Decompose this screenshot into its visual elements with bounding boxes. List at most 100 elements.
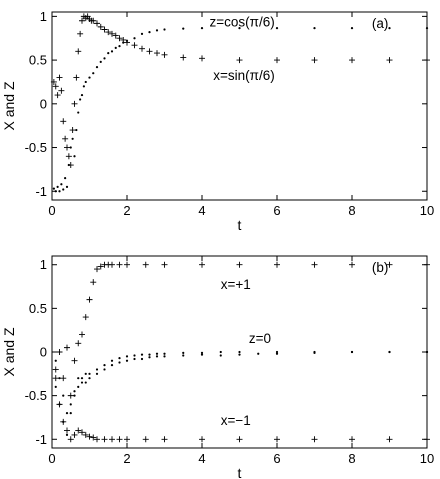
panel-b-series-3-dot-point [275, 352, 279, 355]
panel-b-series-1-plus-point [142, 261, 149, 268]
panel-a-series-2-plus-point [62, 135, 69, 142]
panel-a-series-2-plus-point [52, 83, 59, 90]
panel-b-series-4-dot-point [182, 351, 185, 354]
panel-b-series-2-plus-point [52, 375, 59, 382]
panel-a-series-2-plus-point [109, 30, 115, 37]
panel-a-ytick-label: 0.5 [29, 53, 47, 68]
panel-b-series-2-plus-point [64, 427, 70, 434]
panel-b-series-2-plus-point [109, 436, 115, 443]
panel-b-series-2-plus-point [86, 433, 93, 440]
panel-a-series-1-dot-point [65, 185, 69, 188]
panel-b-series-4-dot-point [275, 350, 279, 354]
panel-a-series-1-dot-point [58, 190, 61, 193]
panel-a-series-1-dot-point [62, 188, 65, 191]
panel-b-series-3-dot-point [148, 356, 151, 359]
panel-a-series-2-plus-point [424, 57, 430, 64]
panel-b-series-3-dot-point [200, 353, 204, 356]
panel-b-series-4-dot-point [125, 355, 129, 358]
panel-a-series-1-dot-point [182, 27, 185, 30]
panel-b-ytick-label: -1 [35, 432, 47, 447]
panel-b-series-3-dot-point [58, 403, 61, 406]
panel-b-series-1-plus-point [90, 279, 97, 286]
panel-a-series-2-plus-point [79, 17, 85, 24]
panel-a-series-2-plus-point [112, 32, 119, 39]
panel-a-series-1-dot-point [69, 146, 72, 149]
panel-a-series-1-dot-point [92, 72, 95, 75]
panel-a-series-1-dot-point [114, 46, 117, 49]
panel-b-series-1-plus-point [67, 392, 74, 399]
panel-a-series-1-dot-point [54, 190, 57, 193]
panel-a-annotation: x=sin(π/6) [213, 68, 274, 83]
panel-b-series-1-plus-point [75, 340, 82, 347]
panel-a-ytick-label: 0 [40, 96, 47, 111]
panel-b-series-1-plus-point [56, 349, 63, 355]
panel-b-series-4-dot-point [73, 390, 76, 393]
panel-a-series-2-plus-point [54, 92, 61, 99]
panel-b-series-1-plus-point [311, 261, 318, 268]
panel-b-series-3-dot-point [110, 363, 114, 367]
panel-b-series-2-plus-point [82, 431, 89, 438]
panel-a-series-2-plus-point [71, 100, 78, 107]
panel-a-series-2-plus-point [64, 144, 70, 151]
panel-a-series-1-dot-point [350, 26, 354, 30]
panel-b-series-3-dot-point [95, 372, 99, 375]
panel-b-series-3-dot-point [88, 377, 91, 380]
panel-a-series-1-dot-point [82, 85, 85, 88]
panel-b-series-2-plus-point [311, 436, 318, 443]
panel-a-series-2-plus-point [60, 118, 67, 125]
panel-b-series-1-plus-point [161, 261, 168, 268]
panel-b-series-1-plus-point [60, 375, 67, 382]
panel-b-ytick-label: 0 [40, 345, 47, 360]
panel-a-series-1-dot-point [118, 45, 121, 48]
panel-b-series-1-plus-point [52, 366, 59, 373]
panel-a-series-2-plus-point [105, 29, 112, 36]
panel-a-series-1-dot-point [275, 26, 279, 30]
panel-b-series-4-dot-point [238, 350, 241, 354]
panel-b-series-2-plus-point [79, 429, 85, 436]
panel-b-series-1-plus-point [94, 266, 100, 273]
panel-a-series-1-dot-point [75, 128, 78, 132]
panel-a-series-2-plus-point [90, 17, 97, 24]
panel-a-series-1-dot-point [103, 57, 106, 60]
panel-b-series-1-plus-point [82, 314, 89, 321]
panel-a-series-2-plus-point [50, 78, 57, 85]
panel-a-series-1-dot-point [238, 26, 241, 30]
panel-b-series-4-dot-point [62, 394, 65, 397]
panel-b-series-4-dot-point [80, 377, 84, 380]
panel-b-series-1-plus-point [124, 261, 130, 268]
panel-b-series-2-plus-point [161, 436, 168, 443]
panel-a-series-1-dot-point [140, 32, 144, 35]
panel-a-series-2-plus-point [180, 54, 187, 61]
panel-b-series-4-dot-point [103, 363, 106, 367]
panel-b-series-4-dot-point [350, 350, 354, 354]
panel-a-series-2-plus-point [124, 39, 130, 46]
panel-b-ytick-label: -0.5 [25, 388, 47, 403]
panel-b-series-3-dot-point [54, 385, 57, 389]
panel-a-series-1-dot-point [107, 51, 110, 55]
panel-b-y-axis-label: X and Z [1, 327, 17, 376]
panel-a-series-2-plus-point [146, 48, 153, 55]
panel-b-series-4-dot-point [95, 368, 99, 371]
panel-b-series-3-dot-point [155, 355, 159, 358]
panel-a-series-2-plus-point [139, 45, 145, 52]
panel-a-series-1-dot-point [52, 187, 55, 190]
panel-a-series-1-dot-point [388, 26, 391, 30]
panel-b-series-1-plus-point [64, 344, 70, 351]
panel-a-series-1-dot-point [73, 155, 76, 158]
panel-b-ytick-label: 1 [40, 257, 47, 272]
panel-b-panel-label: (b) [372, 260, 389, 275]
panel-a-series-1-dot-point [155, 29, 159, 32]
panel-b-series-4-dot-point [388, 350, 391, 354]
panel-a-series-2-plus-point [75, 48, 82, 55]
panel-a-series-1-dot-point [110, 50, 114, 53]
panel-b-series-3-dot-point [62, 420, 65, 423]
panel-b-series-4-dot-point [88, 372, 91, 375]
panel-b-series-2-plus-point [349, 436, 355, 443]
panel-a-ytick-label: -0.5 [25, 140, 47, 155]
panel-a-series-2-plus-point [161, 51, 168, 58]
panel-b-series-4-dot-point [133, 354, 136, 357]
panel-b-xtick-label: 8 [348, 451, 355, 466]
panel-b-series-4-dot-point [425, 350, 429, 354]
panel-b-series-2-plus-point [101, 436, 108, 443]
